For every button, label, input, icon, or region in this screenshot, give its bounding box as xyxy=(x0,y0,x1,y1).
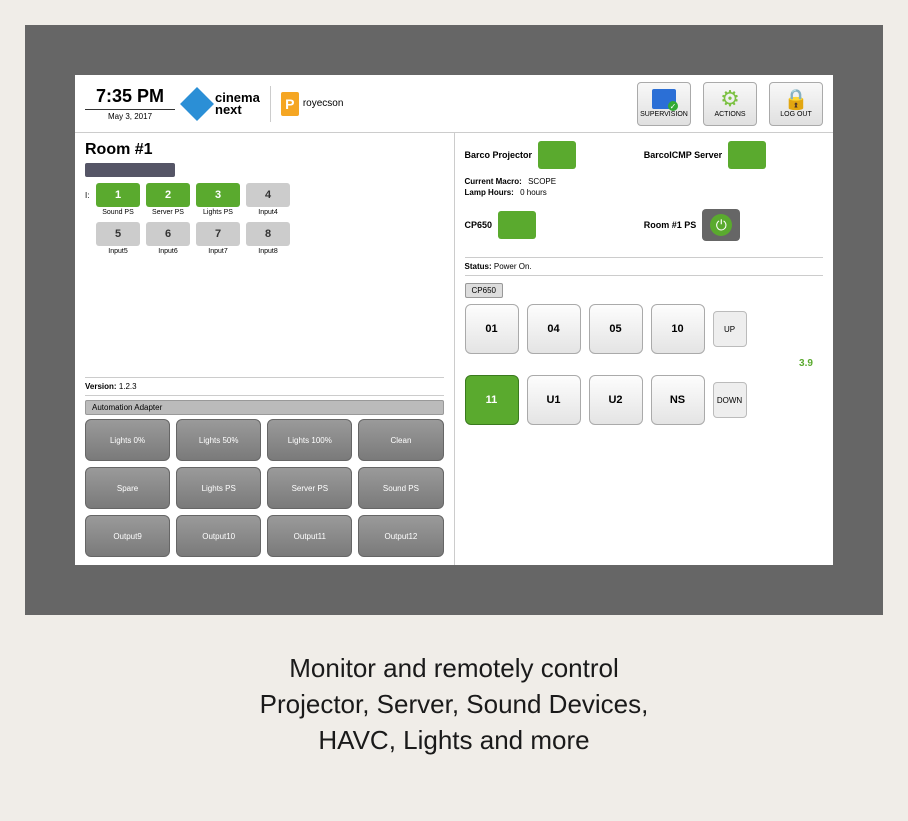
cinema-next-icon xyxy=(180,87,214,121)
supervision-button[interactable]: SUPERVISION xyxy=(637,82,691,126)
server-ps-button[interactable]: Server PS xyxy=(267,467,352,509)
sound-ps-button[interactable]: Sound PS xyxy=(358,467,443,509)
right-panel: Barco Projector BarcoICMP Server Current… xyxy=(455,133,834,565)
cp-11-button[interactable]: 11 xyxy=(465,375,519,425)
cp-ns-button[interactable]: NS xyxy=(651,375,705,425)
cp650-panel: CP650 01 04 05 10 UP 3.9 11 U1 U2 xyxy=(465,280,824,425)
time-block: 7:35 PM May 3, 2017 xyxy=(85,86,175,121)
barco-server-status: BarcoICMP Server xyxy=(644,141,823,169)
cp650-status-indicator xyxy=(498,211,536,239)
cp-down-button[interactable]: DOWN xyxy=(713,382,747,418)
status-row-1: Barco Projector BarcoICMP Server xyxy=(465,141,824,169)
room-power-button[interactable]: ⏻ xyxy=(702,209,740,241)
status-row-2: CP650 Room #1 PS ⏻ xyxy=(465,209,824,241)
cinema-next-text: cinema next xyxy=(215,92,260,116)
cp-04-button[interactable]: 04 xyxy=(527,304,581,354)
gear-icon: ⚙ xyxy=(718,89,742,109)
cp-up-button[interactable]: UP xyxy=(713,311,747,347)
actions-button[interactable]: ⚙ ACTIONS xyxy=(703,82,757,126)
automation-adapter-tab[interactable]: Automation Adapter xyxy=(85,400,444,415)
cp-volume-value: 3.9 xyxy=(789,358,823,369)
lamp-hours: Lamp Hours: 0 hours xyxy=(465,188,824,197)
clock-time: 7:35 PM xyxy=(85,86,175,110)
logout-button[interactable]: 🔒 LOG OUT xyxy=(769,82,823,126)
header-divider xyxy=(270,86,271,122)
output-9-button[interactable]: Output9 xyxy=(85,515,170,557)
header: 7:35 PM May 3, 2017 cinema next P royecs… xyxy=(75,75,833,133)
clean-button[interactable]: Clean xyxy=(358,419,443,461)
cp-10-button[interactable]: 10 xyxy=(651,304,705,354)
cp-01-button[interactable]: 01 xyxy=(465,304,519,354)
lock-icon: 🔒 xyxy=(784,89,808,109)
marketing-caption: Monitor and remotely control Projector, … xyxy=(0,650,908,758)
input-row-1: I: 1 2 3 4 xyxy=(85,183,444,207)
input-5-button[interactable]: 5 xyxy=(96,222,140,246)
cinema-next-logo: cinema next xyxy=(185,92,260,116)
cp650-tab[interactable]: CP650 xyxy=(465,283,503,298)
output-11-button[interactable]: Output11 xyxy=(267,515,352,557)
lights-0-button[interactable]: Lights 0% xyxy=(85,419,170,461)
cp-row-1: 01 04 05 10 UP xyxy=(465,304,824,354)
clock-date: May 3, 2017 xyxy=(85,112,175,121)
cp-u1-button[interactable]: U1 xyxy=(527,375,581,425)
app-screen: 7:35 PM May 3, 2017 cinema next P royecs… xyxy=(75,75,833,565)
input-6-button[interactable]: 6 xyxy=(146,222,190,246)
output-12-button[interactable]: Output12 xyxy=(358,515,443,557)
cp-row-2: 11 U1 U2 NS DOWN xyxy=(465,375,824,425)
action-grid: Lights 0% Lights 50% Lights 100% Clean S… xyxy=(85,419,444,557)
input-labels-1: Sound PS Server PS Lights PS Input4 xyxy=(96,209,444,216)
cp650-status: CP650 xyxy=(465,211,644,239)
power-icon: ⏻ xyxy=(710,214,732,236)
projector-status-indicator xyxy=(538,141,576,169)
lights-50-button[interactable]: Lights 50% xyxy=(176,419,261,461)
version-row: Version: 1.2.3 xyxy=(85,377,444,396)
input-labels-2: Input5 Input6 Input7 Input8 xyxy=(96,248,444,255)
monitor-check-icon xyxy=(652,89,676,109)
cp-05-button[interactable]: 05 xyxy=(589,304,643,354)
status-text-row: Status: Power On. xyxy=(465,257,824,276)
input-8-button[interactable]: 8 xyxy=(246,222,290,246)
room-title: Room #1 xyxy=(85,141,444,159)
current-macro: Current Macro: SCOPE xyxy=(465,177,824,186)
outer-frame: 7:35 PM May 3, 2017 cinema next P royecs… xyxy=(25,25,883,615)
cp-u2-button[interactable]: U2 xyxy=(589,375,643,425)
input-2-button[interactable]: 2 xyxy=(146,183,190,207)
barco-projector-status: Barco Projector xyxy=(465,141,644,169)
input-row-2: 5 6 7 8 xyxy=(85,222,444,246)
lights-ps-button[interactable]: Lights PS xyxy=(176,467,261,509)
proyecson-logo: P royecson xyxy=(281,92,344,116)
left-panel: Room #1 I: 1 2 3 4 Sound PS Server PS Li… xyxy=(75,133,455,565)
rack-image xyxy=(85,163,175,177)
input-7-button[interactable]: 7 xyxy=(196,222,240,246)
lights-100-button[interactable]: Lights 100% xyxy=(267,419,352,461)
output-10-button[interactable]: Output10 xyxy=(176,515,261,557)
input-3-button[interactable]: 3 xyxy=(196,183,240,207)
main-content: Room #1 I: 1 2 3 4 Sound PS Server PS Li… xyxy=(75,133,833,565)
server-status-indicator xyxy=(728,141,766,169)
proyecson-text: royecson xyxy=(303,98,344,109)
proyecson-icon: P xyxy=(281,92,299,116)
room-ps-status: Room #1 PS ⏻ xyxy=(644,209,823,241)
input-4-button[interactable]: 4 xyxy=(246,183,290,207)
input-1-button[interactable]: 1 xyxy=(96,183,140,207)
spare-button[interactable]: Spare xyxy=(85,467,170,509)
